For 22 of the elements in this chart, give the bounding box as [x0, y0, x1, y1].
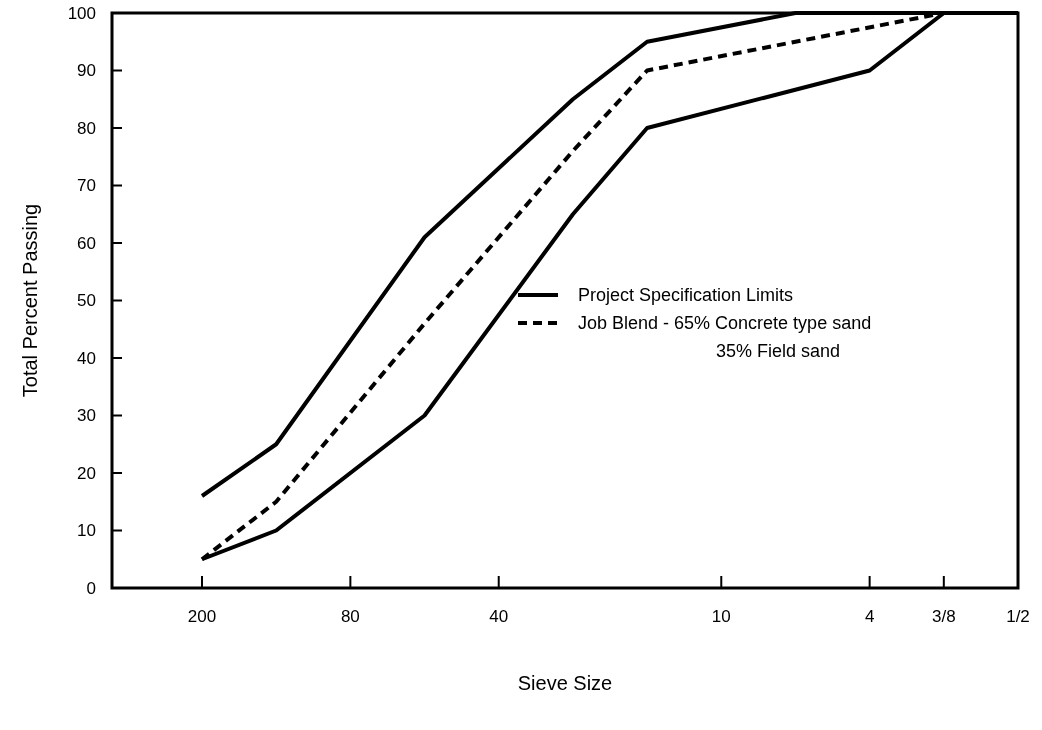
- x-tick-label: 10: [711, 606, 731, 626]
- x-tick-label: 40: [489, 606, 509, 626]
- y-tick-label: 50: [77, 291, 96, 310]
- legend-label: Project Specification Limits: [578, 285, 794, 305]
- y-tick-label: 80: [77, 118, 96, 138]
- y-tick-label: 10: [77, 521, 96, 540]
- x-tick-label: 200: [187, 606, 217, 626]
- y-tick-label: 100: [67, 3, 96, 23]
- x-tick-label: 4: [864, 606, 875, 626]
- y-tick-label: 0: [86, 578, 96, 598]
- y-tick-label: 40: [77, 348, 96, 368]
- y-tick-label: 70: [77, 176, 96, 195]
- x-axis-title: Sieve Size: [517, 672, 613, 694]
- y-tick-label: 60: [77, 233, 96, 253]
- x-tick-label: 1/2: [1006, 606, 1030, 626]
- x-tick-label: 3/8: [932, 606, 956, 626]
- y-tick-label: 90: [77, 61, 96, 80]
- legend-label: Job Blend - 65% Concrete type sand 35% Field sand: [578, 313, 872, 361]
- y-tick-label: 20: [77, 463, 96, 483]
- y-axis-title: Total Percent Passing: [19, 203, 41, 398]
- y-tick-label: 30: [77, 406, 96, 425]
- x-tick-label: 80: [340, 606, 360, 626]
